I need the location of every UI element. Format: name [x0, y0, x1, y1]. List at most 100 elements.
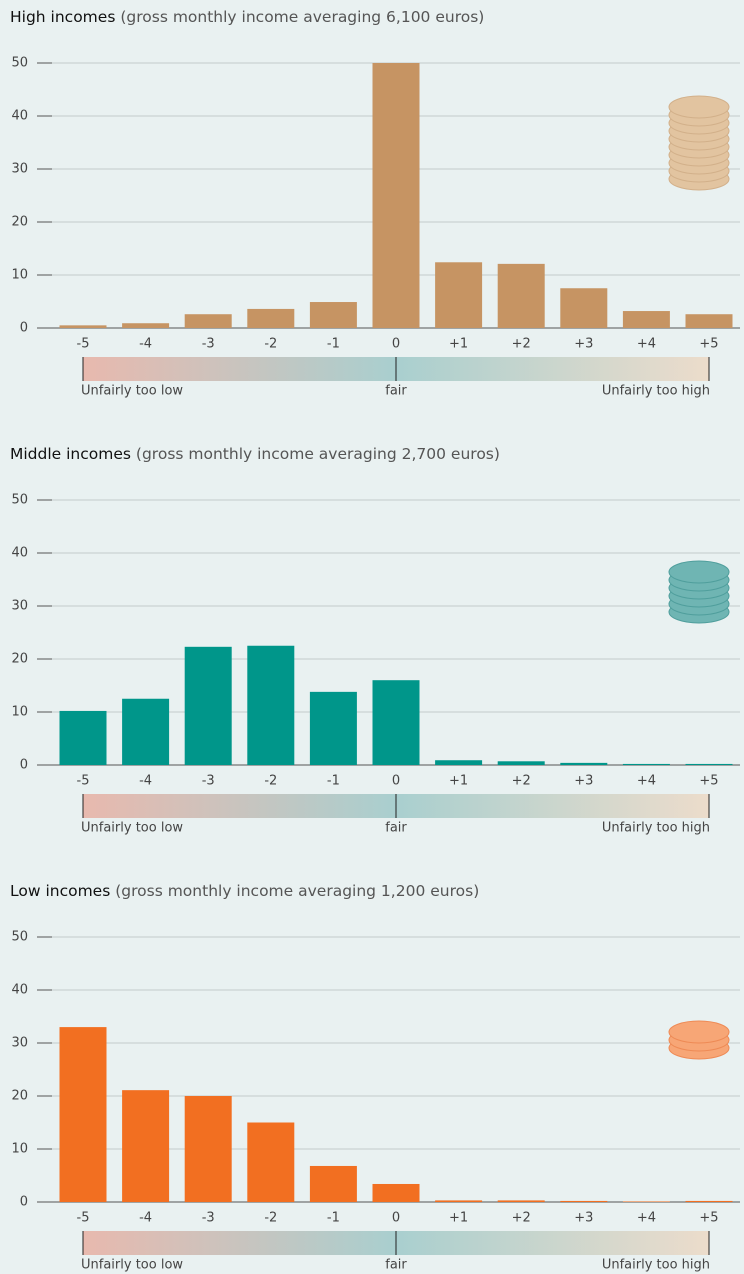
- y-tick-label: 20: [11, 215, 28, 230]
- x-tick-label: +1: [449, 1211, 468, 1226]
- bar: [560, 762, 608, 765]
- scale-label: Unfairly too low: [81, 1258, 183, 1273]
- y-tick-label: 10: [11, 1142, 28, 1157]
- x-tick-label: +1: [449, 774, 468, 789]
- x-tick-label: +2: [512, 337, 531, 352]
- x-tick-label: -2: [264, 337, 277, 352]
- bar: [122, 323, 170, 328]
- chart-title: Middle incomes (gross monthly income ave…: [10, 445, 500, 463]
- y-tick-label: 0: [20, 321, 28, 336]
- scale-label: fair: [385, 821, 407, 836]
- x-tick-label: +3: [574, 1211, 593, 1226]
- subtitle: (gross monthly income averaging 2,700 eu…: [136, 445, 500, 463]
- chart-title: Low incomes (gross monthly income averag…: [10, 882, 479, 900]
- x-tick-label: +5: [699, 337, 718, 352]
- y-tick-label: 10: [11, 268, 28, 283]
- bar: [560, 1200, 608, 1202]
- bar: [497, 263, 545, 328]
- x-tick-label: -5: [77, 774, 90, 789]
- y-tick-label: 30: [11, 1036, 28, 1051]
- y-tick-label: 30: [11, 162, 28, 177]
- scale-label: fair: [385, 1258, 407, 1273]
- x-tick-label: +5: [699, 774, 718, 789]
- x-tick-label: +4: [637, 1211, 656, 1226]
- scale-label: fair: [385, 384, 407, 399]
- bar: [560, 288, 608, 328]
- bar: [435, 1200, 483, 1202]
- x-tick-label: +2: [512, 774, 531, 789]
- x-tick-label: 0: [392, 1211, 400, 1226]
- x-tick-label: 0: [392, 337, 400, 352]
- x-tick-label: -3: [202, 774, 215, 789]
- x-tick-label: -2: [264, 1211, 277, 1226]
- subtitle: (gross monthly income averaging 6,100 eu…: [120, 8, 484, 26]
- y-tick-label: 0: [20, 1195, 28, 1210]
- y-tick-label: 40: [11, 109, 28, 124]
- x-tick-label: +2: [512, 1211, 531, 1226]
- bar: [309, 1165, 357, 1202]
- scale-label: Unfairly too low: [81, 384, 183, 399]
- x-tick-label: -5: [77, 1211, 90, 1226]
- x-tick-label: -4: [139, 1211, 152, 1226]
- x-tick-label: +4: [637, 774, 656, 789]
- scale-label: Unfairly too high: [602, 384, 710, 399]
- bar: [59, 710, 107, 765]
- x-tick-label: -1: [327, 1211, 340, 1226]
- x-tick-label: -4: [139, 337, 152, 352]
- y-tick-label: 20: [11, 652, 28, 667]
- bar: [685, 763, 733, 765]
- y-tick-label: 40: [11, 546, 28, 561]
- coin: [668, 1020, 730, 1044]
- subtitle: (gross monthly income averaging 1,200 eu…: [115, 882, 479, 900]
- bar: [622, 1201, 670, 1202]
- bar: [435, 760, 483, 765]
- bar: [309, 302, 357, 328]
- bar: [497, 1200, 545, 1202]
- bar: [122, 698, 170, 765]
- x-tick-label: -4: [139, 774, 152, 789]
- coin: [668, 560, 730, 584]
- x-tick-label: -1: [327, 337, 340, 352]
- bar: [685, 314, 733, 328]
- chart-title: High incomes (gross monthly income avera…: [10, 8, 484, 26]
- bar: [247, 1122, 295, 1202]
- y-tick-label: 50: [11, 930, 28, 945]
- scale-label: Unfairly too high: [602, 821, 710, 836]
- scale-label: Unfairly too low: [81, 821, 183, 836]
- y-tick-label: 40: [11, 983, 28, 998]
- bar: [435, 262, 483, 328]
- x-tick-label: -2: [264, 774, 277, 789]
- x-tick-label: +4: [637, 337, 656, 352]
- bar: [122, 1090, 170, 1202]
- title-main: High incomes: [10, 8, 115, 26]
- y-tick-label: 10: [11, 705, 28, 720]
- bar: [247, 645, 295, 765]
- bar: [372, 1183, 420, 1202]
- bar: [372, 63, 420, 328]
- x-tick-label: +3: [574, 774, 593, 789]
- x-tick-label: 0: [392, 774, 400, 789]
- coin: [668, 95, 730, 119]
- bar: [685, 1200, 733, 1202]
- title-main: Middle incomes: [10, 445, 131, 463]
- x-tick-label: +3: [574, 337, 593, 352]
- bar: [59, 325, 107, 328]
- bar: [247, 308, 295, 328]
- bar: [622, 763, 670, 765]
- scale-label: Unfairly too high: [602, 1258, 710, 1273]
- bar: [497, 761, 545, 765]
- x-tick-label: -1: [327, 774, 340, 789]
- y-tick-label: 50: [11, 493, 28, 508]
- bar: [184, 646, 232, 765]
- bar: [59, 1027, 107, 1202]
- x-tick-label: +5: [699, 1211, 718, 1226]
- x-tick-label: +1: [449, 337, 468, 352]
- y-tick-label: 50: [11, 56, 28, 71]
- x-tick-label: -3: [202, 1211, 215, 1226]
- title-main: Low incomes: [10, 882, 110, 900]
- bar: [622, 311, 670, 328]
- x-tick-label: -3: [202, 337, 215, 352]
- y-tick-label: 20: [11, 1089, 28, 1104]
